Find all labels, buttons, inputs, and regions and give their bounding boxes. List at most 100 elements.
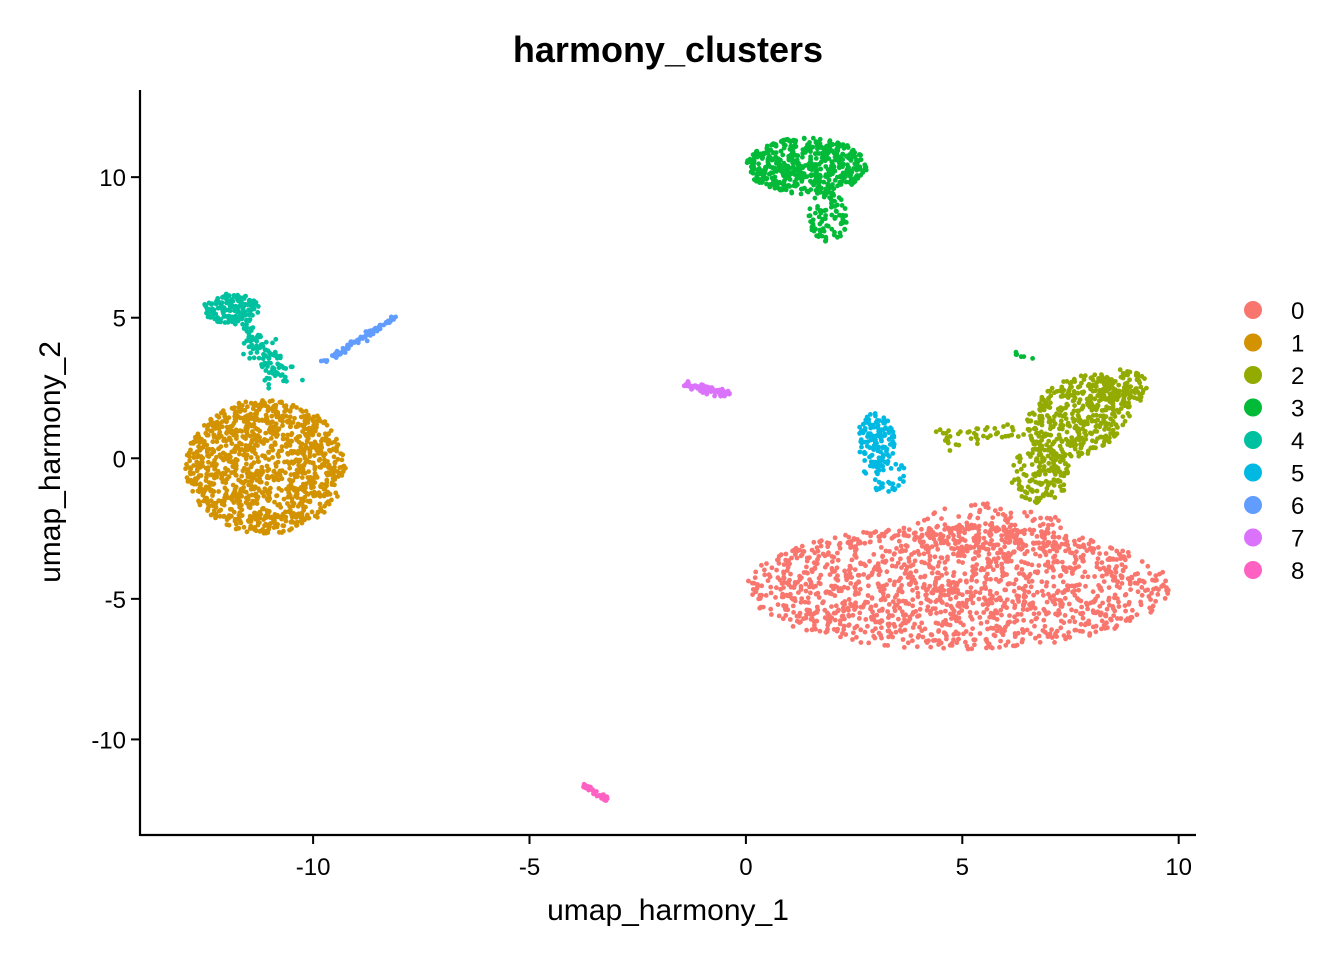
data-point [872, 477, 878, 483]
data-point [823, 192, 828, 198]
data-point [253, 491, 259, 497]
data-point [225, 293, 231, 299]
data-point [913, 568, 919, 574]
data-point [1079, 604, 1084, 610]
data-point [1026, 589, 1032, 595]
data-point [816, 233, 822, 238]
data-point [187, 458, 193, 464]
data-point [942, 506, 948, 512]
data-point [990, 515, 996, 520]
data-point [810, 135, 816, 141]
data-point [886, 489, 891, 494]
data-point [1035, 420, 1041, 426]
data-point [988, 610, 994, 616]
data-point [999, 537, 1005, 543]
data-point [1088, 386, 1093, 392]
data-point [983, 529, 988, 534]
data-point [998, 607, 1004, 613]
data-point [295, 451, 301, 456]
data-point [766, 182, 772, 188]
data-point [190, 488, 196, 494]
data-point [1020, 528, 1025, 534]
data-point [206, 307, 212, 312]
data-point [811, 539, 817, 545]
data-point [835, 573, 840, 579]
data-point [1150, 603, 1156, 609]
data-point [1072, 627, 1078, 633]
data-point [798, 599, 804, 605]
data-point [272, 499, 277, 505]
data-point [1031, 426, 1037, 432]
legend-swatch [1244, 333, 1262, 352]
data-point [881, 415, 887, 421]
data-point [1046, 460, 1052, 466]
data-point [1007, 538, 1013, 544]
data-point [977, 615, 983, 620]
data-point [261, 441, 266, 446]
data-point [293, 515, 299, 520]
data-point [1042, 623, 1048, 629]
data-point [897, 627, 903, 633]
data-point [221, 438, 227, 443]
data-point [1122, 418, 1128, 424]
data-point [1018, 612, 1024, 617]
data-point [933, 620, 939, 626]
data-point [880, 467, 886, 473]
data-point [1051, 418, 1056, 423]
data-point [257, 479, 263, 485]
data-point [301, 449, 307, 455]
data-point [246, 482, 252, 488]
data-point [759, 176, 765, 182]
data-point [223, 491, 229, 497]
data-point [1120, 567, 1126, 573]
data-point [957, 522, 962, 528]
data-point [915, 548, 921, 554]
data-point [808, 154, 813, 160]
data-point [930, 606, 936, 611]
data-point [262, 437, 267, 442]
data-point [214, 454, 219, 460]
data-point [241, 415, 246, 421]
data-point [1021, 617, 1026, 623]
data-point [807, 584, 812, 590]
data-point [1058, 625, 1064, 631]
data-point [987, 588, 993, 594]
data-point [804, 564, 809, 570]
data-point [274, 493, 280, 498]
data-point [842, 568, 847, 574]
data-point [1057, 597, 1062, 603]
data-point [1036, 633, 1042, 639]
data-point [855, 572, 861, 578]
data-point [1023, 575, 1029, 581]
data-point [1137, 392, 1143, 397]
data-point [248, 486, 254, 492]
data-point [944, 602, 950, 608]
y-tick-label: -5 [105, 587, 126, 614]
data-point [899, 565, 904, 570]
data-point [300, 463, 306, 468]
data-point [275, 371, 281, 377]
data-point [299, 441, 305, 447]
data-point [223, 443, 229, 448]
data-point [935, 546, 941, 552]
data-point [900, 548, 905, 554]
data-point [1128, 615, 1134, 620]
data-point [333, 490, 339, 496]
data-point [1105, 557, 1111, 562]
data-point [276, 454, 281, 459]
data-point [962, 530, 967, 536]
data-point [594, 793, 600, 799]
data-point [1014, 564, 1020, 569]
data-point [1044, 599, 1050, 605]
data-point [808, 612, 814, 617]
data-point [703, 384, 709, 389]
data-point [232, 308, 237, 314]
data-point [246, 312, 252, 318]
data-point [1052, 597, 1058, 602]
data-point [809, 627, 815, 633]
data-point [858, 429, 864, 435]
data-point [252, 484, 258, 490]
data-point [794, 618, 800, 624]
data-point [297, 466, 302, 471]
data-point [852, 567, 858, 572]
